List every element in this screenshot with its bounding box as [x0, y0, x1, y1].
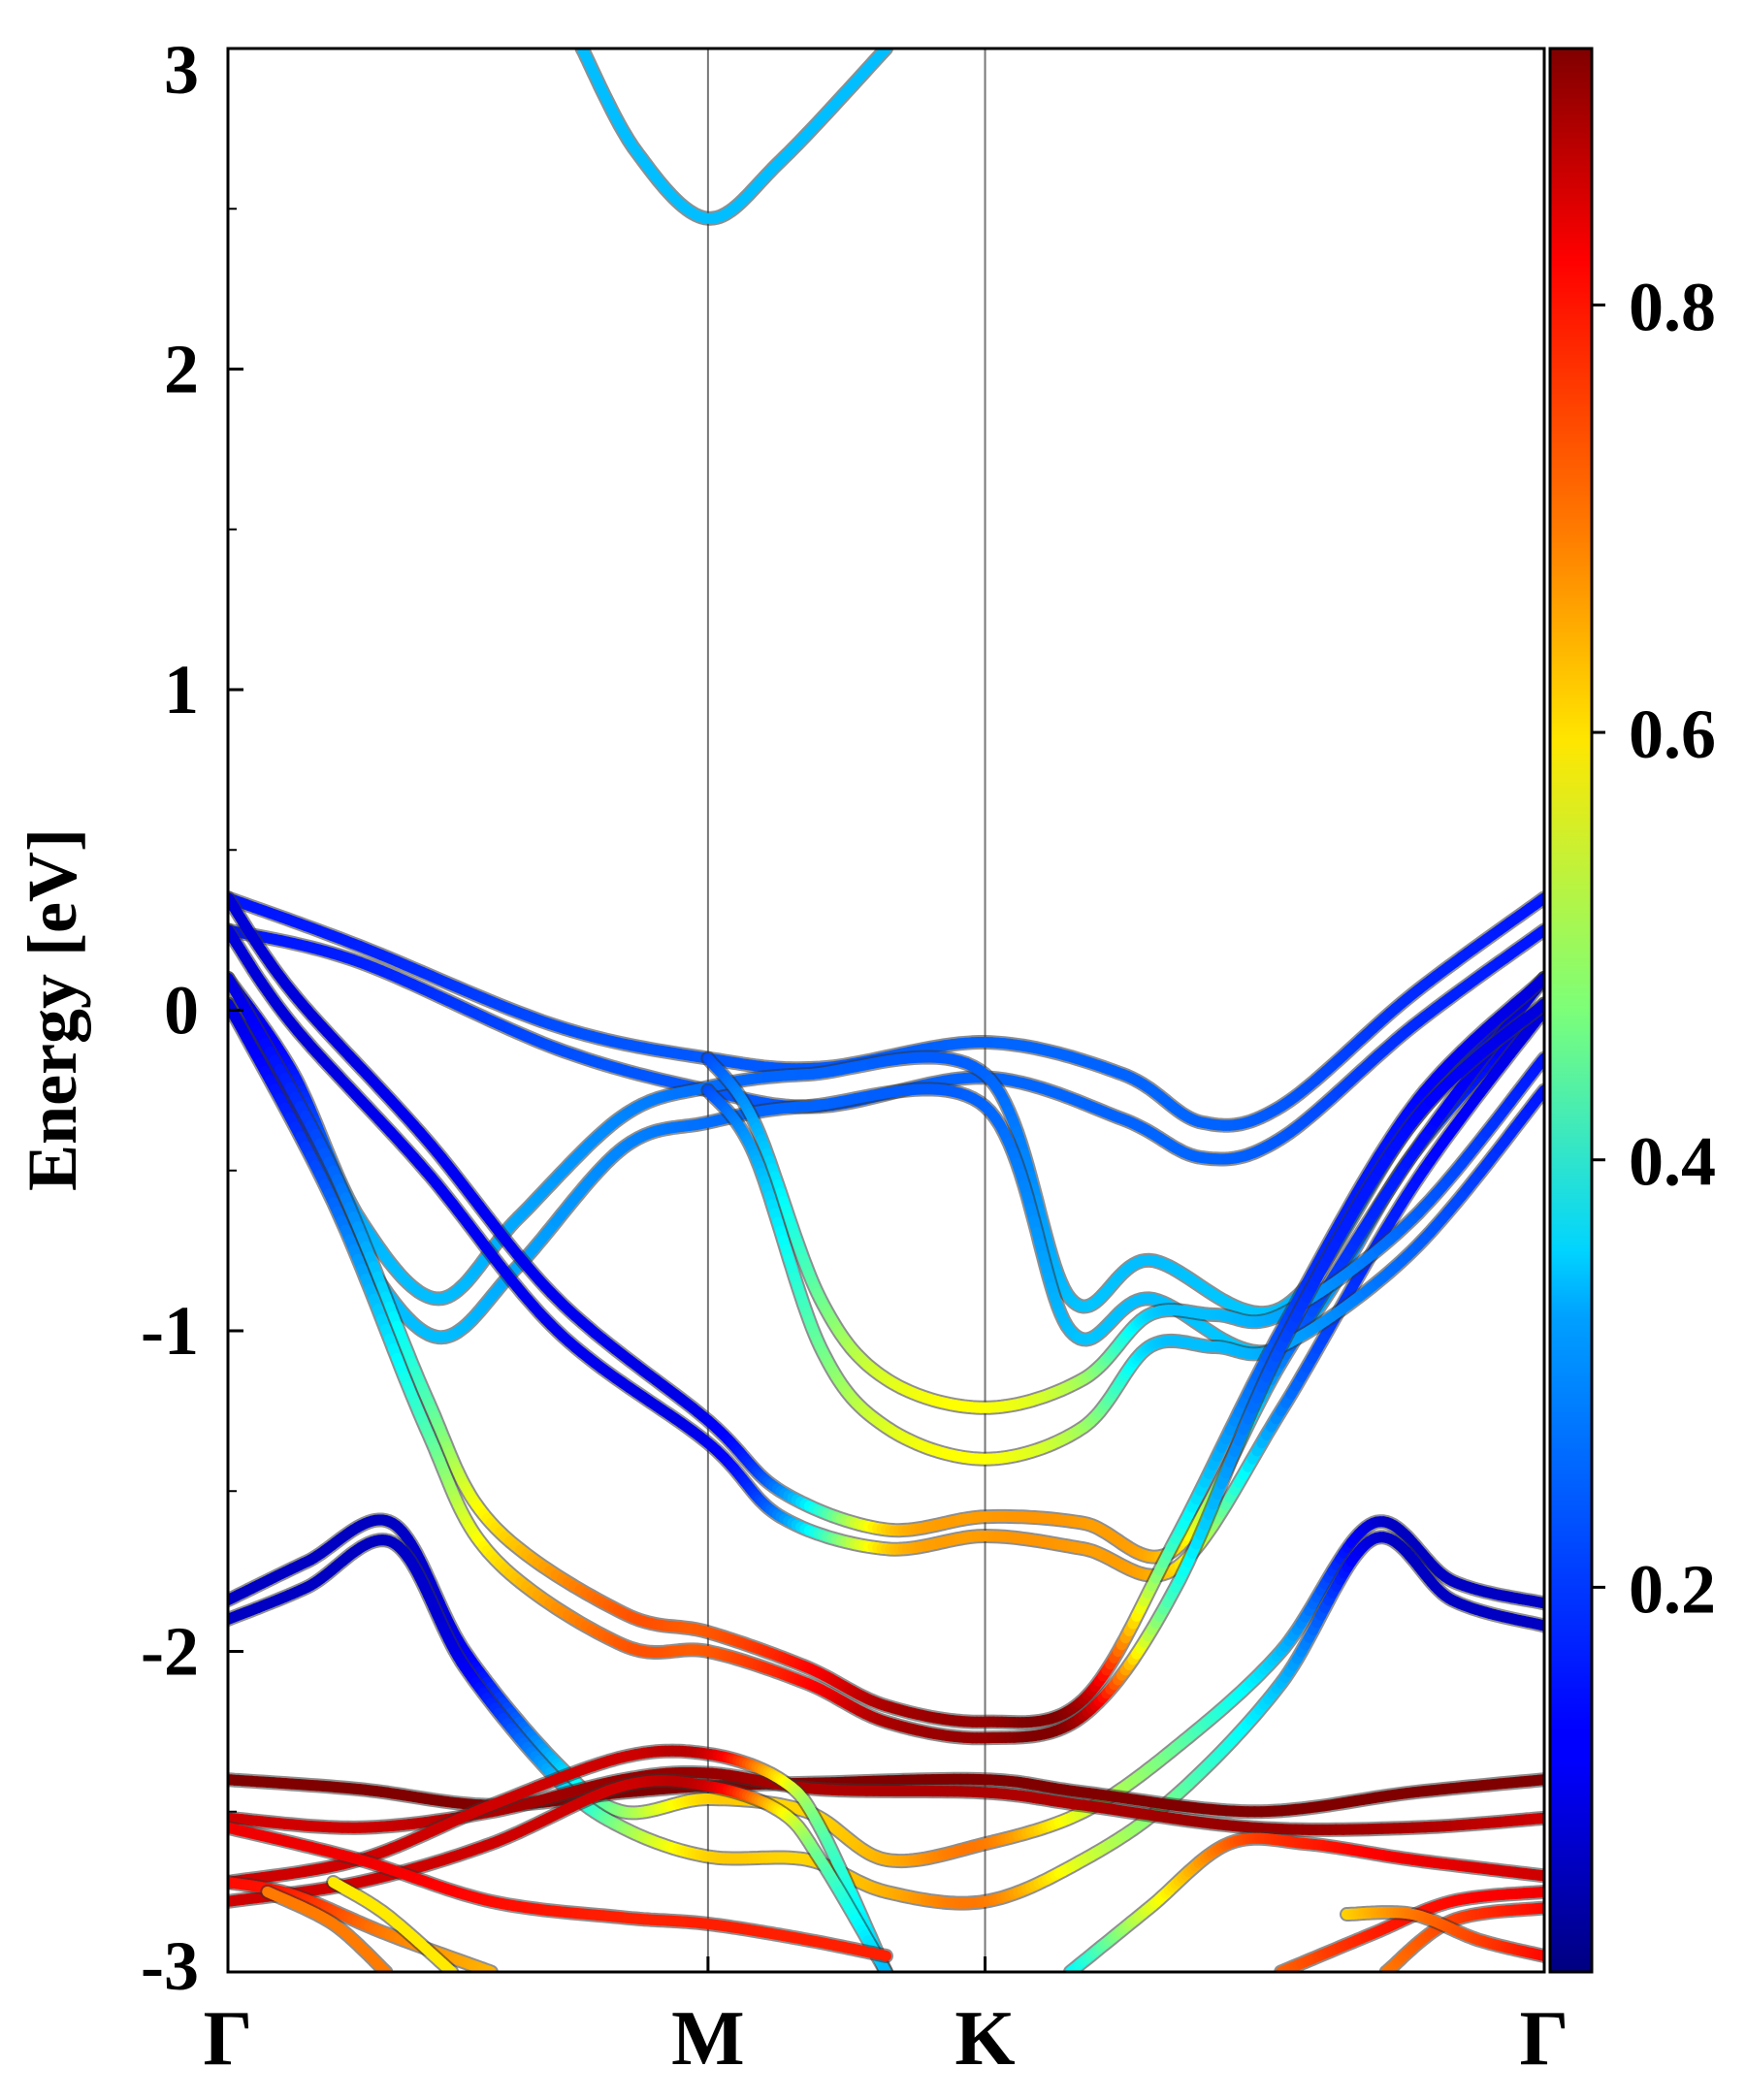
y-tick-label: -2: [141, 1613, 199, 1691]
colorbar: 0.2 0.4 0.6 0.8: [1550, 48, 1716, 1972]
kpoint-label: Γ: [1520, 1996, 1569, 2082]
plot-frame: [228, 48, 1544, 1972]
band-line: [1071, 1838, 1545, 1972]
kpoint-label: Γ: [204, 1996, 253, 2082]
kpoint-label: M: [671, 1996, 745, 2082]
colorbar-tick-label: 0.8: [1629, 268, 1716, 345]
y-tick-label: -1: [141, 1292, 199, 1370]
colorbar-tick-label: 0.6: [1629, 695, 1716, 773]
y-tick-label: -3: [141, 1927, 199, 2005]
y-tick-label: 1: [164, 651, 199, 728]
kpoint-label: K: [954, 1996, 1015, 2082]
y-axis-label: Energy [eV]: [14, 828, 91, 1191]
colorbar-tick-label: 0.4: [1629, 1123, 1716, 1201]
y-tick-label: 0: [164, 972, 199, 1050]
band-line: [582, 48, 887, 218]
y-tick-label: 3: [164, 31, 199, 109]
band-line: [334, 1883, 452, 1973]
bands: [228, 48, 1544, 1972]
colorbar-tick-label: 0.2: [1629, 1550, 1716, 1628]
colorbar-gradient: [1550, 48, 1592, 1972]
y-tick-label: 2: [164, 331, 199, 408]
